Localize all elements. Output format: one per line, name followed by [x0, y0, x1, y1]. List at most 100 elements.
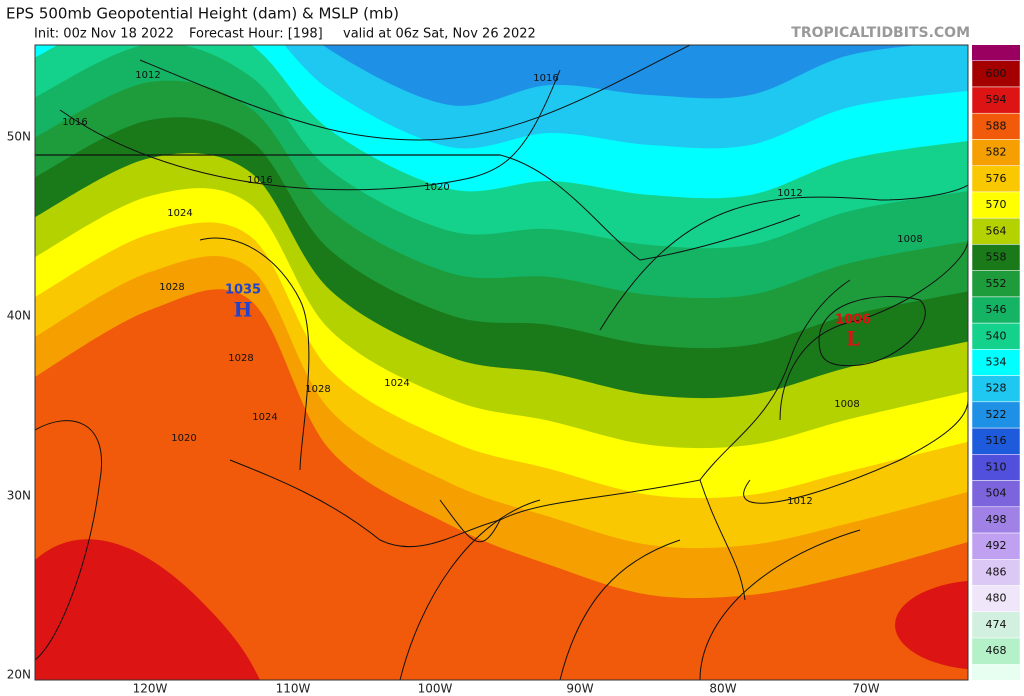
colorbar-swatch: [971, 191, 1021, 219]
colorbar-cap: [972, 664, 1020, 680]
map-frame: [34, 44, 969, 681]
border: [229, 459, 501, 548]
forecast-hour: Forecast Hour: [198]: [189, 27, 323, 42]
colorbar-swatch: [971, 375, 1021, 403]
longitude-label: 90W: [566, 682, 593, 696]
colorbar-swatch: [971, 270, 1021, 298]
colorbar-label: 570: [986, 198, 1007, 211]
colorbar-label: 516: [986, 434, 1007, 447]
colorbar-label: 468: [986, 644, 1007, 657]
colorbar-swatch: [971, 217, 1021, 245]
colorbar-label: 486: [986, 565, 1007, 578]
colorbar-swatch: [971, 506, 1021, 534]
isobar: [35, 420, 102, 661]
contours: 1012 1016 1016 1016 1024 1020 1028 1028 1028 1024…: [35, 45, 968, 680]
latitude-label: 30N: [7, 489, 31, 503]
colorbar-cap: [972, 45, 1020, 61]
latitude-label: 50N: [7, 130, 31, 144]
longitude-label: 110W: [276, 682, 311, 696]
isobar-label: 1020: [171, 433, 196, 444]
colorbar-label: 528: [986, 382, 1007, 395]
colorbar-label: 480: [986, 592, 1007, 605]
isobar: [199, 237, 310, 471]
latitude-label: 40N: [7, 309, 31, 323]
isobar-label: 1012: [777, 188, 802, 199]
isobar-label: 1024: [384, 378, 409, 389]
title: EPS 500mb Geopotential Height (dam) & MS…: [6, 5, 399, 23]
colorbar-label: 558: [986, 251, 1007, 264]
isobar: [399, 499, 861, 680]
coast: [699, 279, 851, 481]
isobar: [59, 69, 561, 191]
height-band: [895, 580, 968, 670]
longitude-label: 100W: [418, 682, 453, 696]
colorbar-label: 540: [986, 329, 1007, 342]
height-band: [35, 539, 260, 680]
isobar-label: 1024: [252, 412, 277, 423]
colorbar-swatch: [971, 559, 1021, 586]
isobar: [599, 184, 968, 331]
colorbar-swatch: [971, 401, 1021, 429]
colorbar-label: 546: [986, 303, 1007, 316]
isobar-label: 1016: [247, 175, 272, 186]
isobar-label: 1012: [135, 70, 160, 81]
watermark: TROPICALTIDBITS.COM: [791, 25, 970, 41]
high-value: 1035: [225, 283, 261, 298]
colorbar-swatch: [971, 637, 1021, 665]
colorbar-label: 510: [986, 460, 1007, 473]
low-value: 1006: [835, 313, 871, 328]
isobar: [743, 399, 968, 504]
border: [499, 154, 801, 261]
longitude-label: 80W: [709, 682, 736, 696]
colorbar-label: 522: [986, 408, 1007, 421]
isobar: [818, 296, 926, 367]
isobar-label: 1028: [159, 282, 184, 293]
colorbar-label: 534: [986, 356, 1007, 369]
isobar-label: 1008: [834, 399, 859, 410]
isobar-label: 1008: [897, 234, 922, 245]
colorbar-label: 474: [986, 618, 1007, 631]
colorbar-label: 498: [986, 513, 1007, 526]
colorbar-label: 594: [986, 93, 1007, 106]
colorbar-label: 492: [986, 539, 1007, 552]
isobar: [779, 239, 968, 421]
isobar-label: 1020: [424, 182, 449, 193]
colorbar-label: 552: [986, 277, 1007, 290]
colorbar-swatch: [971, 112, 1021, 140]
colorbar-label: 600: [986, 67, 1007, 80]
isobar: [139, 45, 692, 141]
colorbar-label: 564: [986, 224, 1007, 237]
height-band: [322, 45, 919, 106]
colorbar-swatch: [971, 86, 1021, 114]
colorbar-label: 576: [986, 172, 1007, 185]
colorbar-label: 588: [986, 119, 1007, 132]
isobar-label: 1024: [167, 208, 192, 219]
colorbar-swatch: [971, 322, 1021, 350]
isobar-label: 1028: [228, 353, 253, 364]
colorbar-swatch: [971, 60, 1021, 88]
high-symbol: H: [234, 298, 253, 322]
colorbar-swatch: [971, 296, 1021, 324]
low-symbol: L: [846, 327, 860, 351]
map: [35, 45, 968, 680]
coast: [439, 479, 746, 601]
isobar-label: 1028: [305, 384, 330, 395]
colorbar-swatch: [971, 454, 1021, 481]
colorbar-swatch: [971, 349, 1021, 376]
isobar-label: 1016: [533, 73, 558, 84]
colorbar-swatch: [971, 139, 1021, 166]
colorbar-label: 504: [986, 487, 1007, 500]
colorbar-swatch: [971, 427, 1021, 455]
colorbar-swatch: [971, 165, 1021, 193]
colorbar-label: 582: [986, 146, 1007, 159]
longitude-label: 70W: [852, 682, 879, 696]
longitude-label: 120W: [133, 682, 168, 696]
valid-time: valid at 06z Sat, Nov 26 2022: [343, 27, 536, 42]
init-time: Init: 00z Nov 18 2022: [34, 27, 174, 42]
isobar-label: 1012: [787, 496, 812, 507]
latitude-label: 20N: [7, 668, 31, 682]
colorbar-swatch: [971, 532, 1021, 560]
isobar-label: 1016: [62, 117, 87, 128]
